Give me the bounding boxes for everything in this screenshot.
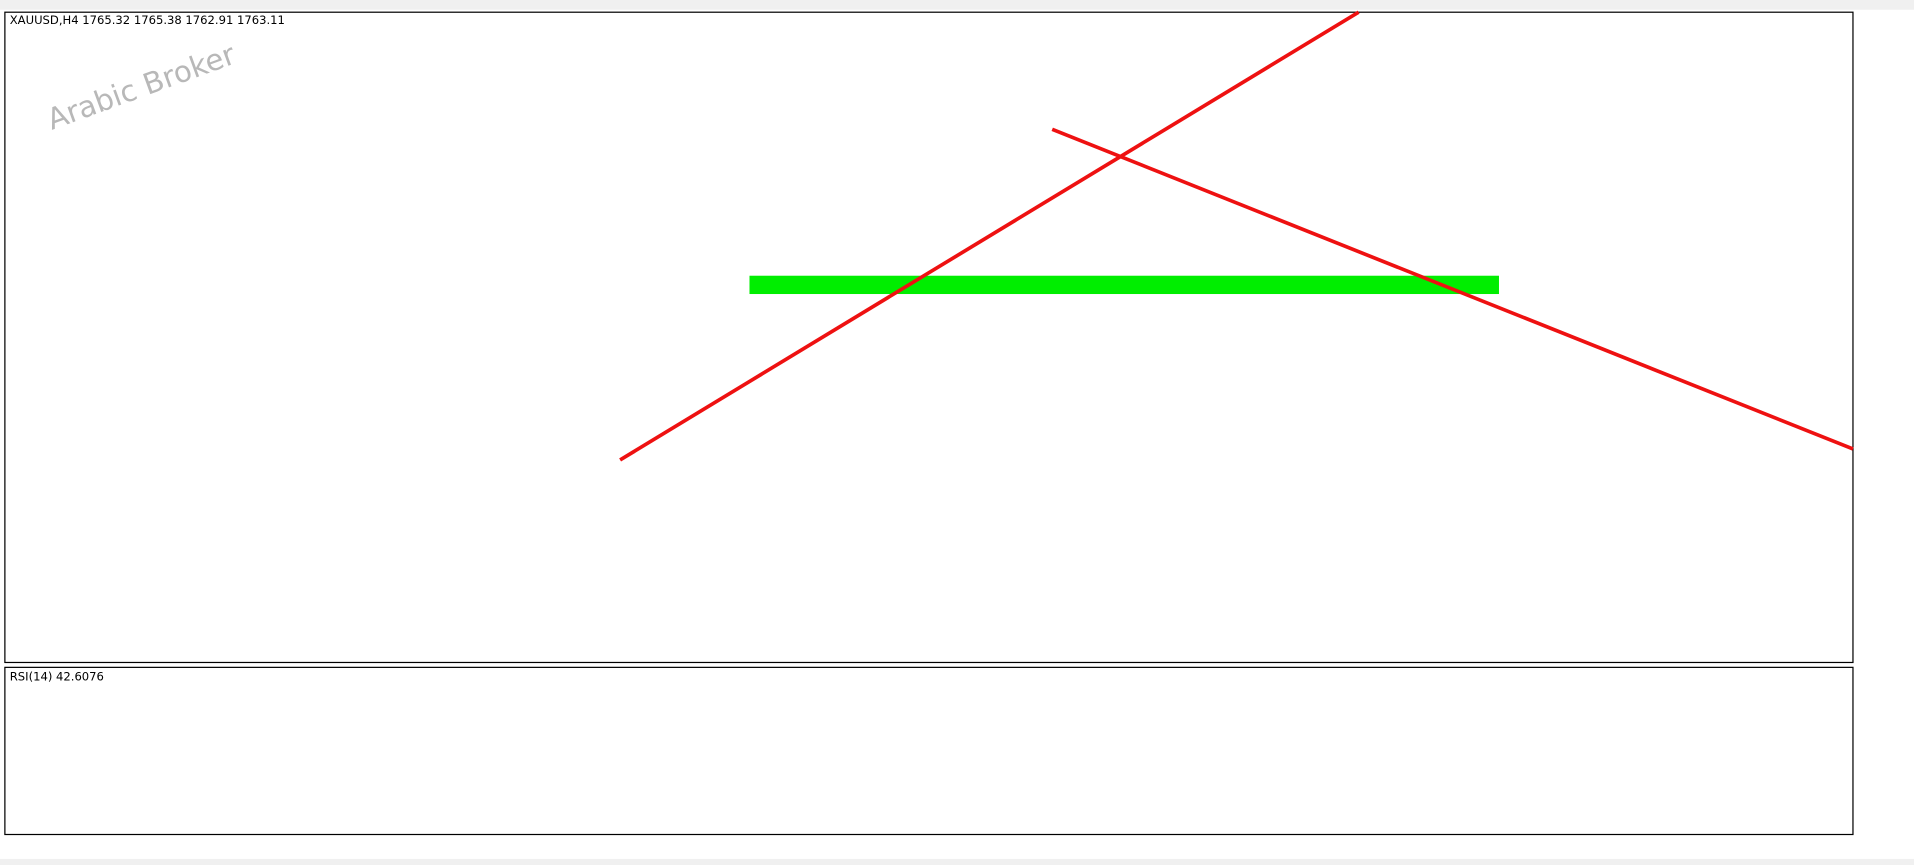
price-panel: [4, 11, 1854, 664]
trend-line: [1051, 127, 1854, 451]
rsi-title: RSI(14) 42.6076: [10, 670, 104, 684]
symbol-info: XAUUSD,H4 1765.32 1765.38 1762.91 1763.1…: [10, 13, 285, 27]
bottom-tabs[interactable]: [0, 858, 1914, 865]
zone-rectangle: [749, 275, 1499, 295]
top-tabs: [0, 0, 1914, 10]
trend-line: [619, 10, 1360, 462]
rsi-panel: [4, 666, 1854, 836]
